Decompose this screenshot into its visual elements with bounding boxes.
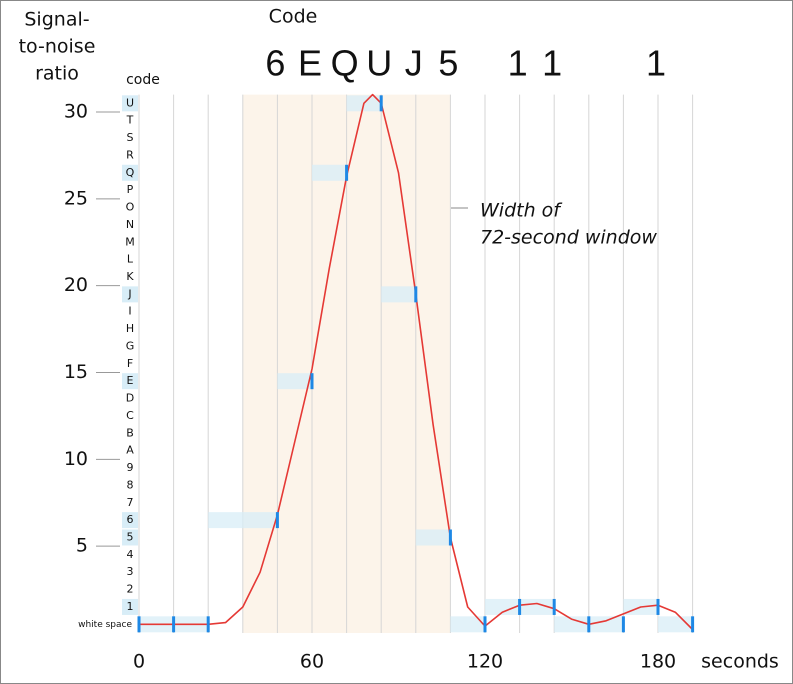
code-label: E	[127, 374, 134, 387]
code-label: 5	[127, 530, 134, 543]
y-axis-title: to-noise	[19, 36, 96, 58]
code-label: B	[126, 426, 134, 439]
code-label: U	[126, 96, 134, 109]
code-highlight	[122, 286, 138, 303]
x-tick-label: 60	[300, 651, 324, 673]
code-label: Q	[126, 166, 135, 179]
code-label: S	[127, 131, 134, 144]
annotation: Width of	[480, 200, 563, 222]
code-highlight	[122, 373, 138, 390]
y-tick-label: 20	[64, 274, 88, 296]
code-label: 7	[127, 496, 134, 509]
code-label: F	[127, 357, 133, 370]
sample-span	[277, 373, 312, 390]
chart-title: Code	[269, 6, 318, 28]
sample-span	[450, 616, 485, 633]
code-label: N	[126, 218, 134, 231]
code-label: A	[126, 444, 134, 457]
code-label: 3	[127, 565, 134, 578]
decoded-char: U	[366, 43, 392, 84]
decoded-char: 6	[265, 43, 285, 84]
y-axis-title: Signal-	[24, 9, 89, 31]
y-tick-label: 10	[64, 448, 88, 470]
code-label: G	[126, 339, 135, 352]
code-highlight	[122, 598, 138, 615]
y-axis-title: ratio	[35, 63, 79, 85]
code-axis-title: code	[126, 72, 160, 88]
code-label: J	[127, 287, 131, 300]
decoded-char: J	[405, 43, 423, 84]
code-label: L	[127, 253, 134, 266]
code-label: white space	[78, 620, 132, 630]
decoded-char: 1	[646, 43, 666, 84]
code-label: R	[126, 148, 134, 161]
y-tick-label: 5	[76, 535, 88, 557]
code-label: 9	[127, 461, 134, 474]
code-label: P	[127, 183, 134, 196]
code-label: K	[126, 270, 134, 283]
code-label: D	[126, 392, 134, 405]
sample-span	[312, 164, 347, 181]
x-tick-label: 120	[467, 651, 503, 673]
code-label: 6	[127, 513, 134, 526]
sample-span	[485, 598, 520, 615]
annotation: 72-second window	[480, 227, 657, 249]
y-tick-label: 15	[64, 361, 88, 383]
sample-span	[381, 286, 416, 303]
code-label: C	[126, 409, 134, 422]
sample-span	[415, 529, 451, 546]
x-tick-label: 180	[640, 651, 676, 673]
code-highlight	[122, 512, 138, 529]
code-label: T	[126, 114, 134, 127]
code-highlight	[122, 164, 138, 181]
decoded-char: Q	[331, 43, 359, 84]
code-label: M	[125, 235, 135, 248]
code-label: 2	[127, 583, 134, 596]
decoded-char: E	[298, 43, 322, 84]
y-tick-label: 25	[64, 187, 88, 209]
code-label: I	[128, 305, 131, 318]
code-label: 8	[127, 478, 134, 491]
sample-span	[208, 512, 278, 529]
decoded-char: 5	[438, 43, 458, 84]
code-label: 1	[127, 600, 134, 613]
code-label: H	[126, 322, 134, 335]
sample-span	[588, 616, 624, 633]
x-unit: seconds	[701, 651, 779, 673]
sample-span	[519, 598, 555, 615]
decoded-char: 1	[542, 43, 562, 84]
code-label: O	[126, 201, 135, 214]
code-highlight	[122, 95, 138, 112]
sample-span	[554, 616, 589, 633]
code-label: 4	[127, 548, 134, 561]
x-tick-label: 0	[133, 651, 145, 673]
y-tick-label: 30	[64, 101, 88, 123]
decoded-char: 1	[508, 43, 528, 84]
code-highlight	[122, 529, 138, 546]
